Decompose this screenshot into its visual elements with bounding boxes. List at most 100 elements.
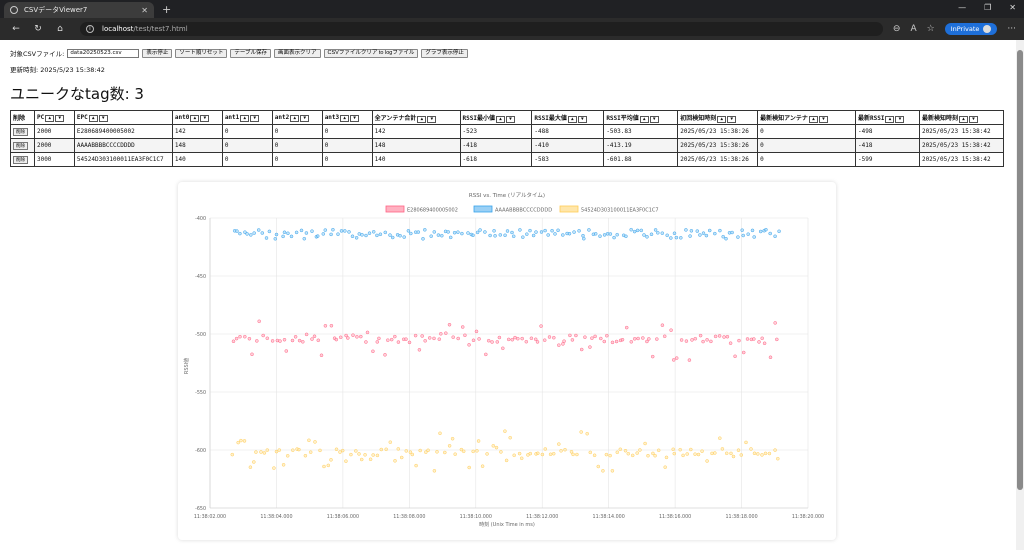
data-point <box>674 356 679 360</box>
table-cell: 2025/05/23 15:38:42 <box>918 124 1005 139</box>
scrollbar-thumb[interactable] <box>1017 50 1023 490</box>
data-point <box>393 459 397 463</box>
sort-asc-button[interactable]: ▲ <box>417 115 427 123</box>
table-cell: 0 <box>757 152 857 167</box>
sort-asc-button[interactable]: ▲ <box>190 114 200 122</box>
delete-row-button[interactable]: 削除 <box>13 155 28 164</box>
data-point <box>312 334 317 339</box>
favorite-icon[interactable]: ☆ <box>926 24 935 34</box>
table-cell: 2000 <box>33 124 75 139</box>
data-point <box>471 449 475 454</box>
data-point <box>588 450 593 455</box>
sort-desc-button[interactable]: ▼ <box>250 114 260 122</box>
reader-icon[interactable]: A <box>910 24 917 34</box>
data-point <box>618 447 623 452</box>
data-point <box>552 335 556 340</box>
refresh-icon[interactable]: ↻ <box>34 24 42 34</box>
sort-desc-button[interactable]: ▼ <box>505 115 515 123</box>
sort-asc-button[interactable]: ▲ <box>495 115 505 123</box>
sort-desc-button[interactable]: ▼ <box>968 115 978 123</box>
tab-title: CSVデータViewer7 <box>24 6 88 14</box>
sort-asc-button[interactable]: ▲ <box>885 115 895 123</box>
sort-asc-button[interactable]: ▲ <box>958 115 968 123</box>
sort-asc-button[interactable]: ▲ <box>88 114 98 122</box>
window-close-icon[interactable]: ✕ <box>1009 3 1016 12</box>
data-point <box>329 323 334 328</box>
clear-screen-button[interactable]: 画面表示クリア <box>274 48 321 58</box>
sort-desc-button[interactable]: ▼ <box>55 114 65 122</box>
data-point <box>282 230 287 235</box>
sort-desc-button[interactable]: ▼ <box>350 114 360 122</box>
data-point <box>365 330 370 335</box>
more-icon[interactable]: ··· <box>1007 24 1016 34</box>
save-table-button[interactable]: テーブル保存 <box>230 48 272 58</box>
sort-desc-button[interactable]: ▼ <box>895 115 905 123</box>
sort-desc-button[interactable]: ▼ <box>200 114 210 122</box>
sort-asc-button[interactable]: ▲ <box>290 114 300 122</box>
data-point <box>767 451 772 456</box>
data-point <box>238 334 242 339</box>
sort-desc-button[interactable]: ▼ <box>577 115 587 123</box>
reset-sort-button[interactable]: ソート順リセット <box>175 48 228 58</box>
sort-asc-button[interactable]: ▲ <box>45 114 55 122</box>
sort-desc-button[interactable]: ▼ <box>649 115 659 123</box>
column-header-label: 全アンテナ合計 <box>374 114 417 122</box>
home-icon[interactable]: ⌂ <box>57 24 63 34</box>
sort-asc-button[interactable]: ▲ <box>808 115 818 123</box>
sort-desc-button[interactable]: ▼ <box>727 115 737 123</box>
data-point <box>651 451 655 456</box>
data-point <box>351 333 355 337</box>
data-point <box>404 449 409 453</box>
data-point <box>238 231 242 236</box>
tag-table: 削除 PC ▲ ▼ EPC ▲ ▼ ant0 ▲ ▼ ant1 ▲ ▼ ant2 ▲ ▼ ant3 ▲ ▼ 全アンテナ… <box>10 110 1005 167</box>
restore-icon[interactable]: ❐ <box>984 3 992 12</box>
url-field[interactable]: i localhost /test/test7.html <box>80 22 883 36</box>
sort-asc-button[interactable]: ▲ <box>340 114 350 122</box>
file-input[interactable]: data20250523.csv <box>67 48 140 58</box>
table-cell: 142 <box>171 124 223 139</box>
table-cell: -601.88 <box>603 152 679 167</box>
browser-tab[interactable]: CSVデータViewer7 ✕ <box>4 2 154 18</box>
data-point <box>344 459 348 463</box>
data-point <box>528 451 533 456</box>
data-point <box>758 229 763 234</box>
sort-desc-button[interactable]: ▼ <box>818 115 828 123</box>
delete-row-button[interactable]: 削除 <box>13 141 28 150</box>
data-point <box>626 451 631 456</box>
data-point <box>255 339 259 343</box>
sort-asc-button[interactable]: ▲ <box>717 115 727 123</box>
new-tab-icon[interactable]: + <box>162 2 172 16</box>
sort-desc-button[interactable]: ▼ <box>427 115 437 123</box>
url-path: /test/test7.html <box>133 25 188 33</box>
data-point <box>461 449 466 454</box>
column-header-label: 削除 <box>13 115 26 122</box>
data-point <box>499 450 503 454</box>
minimize-icon[interactable]: — <box>958 3 967 12</box>
delete-row-button[interactable]: 削除 <box>13 127 28 136</box>
data-point <box>639 228 644 233</box>
data-point <box>265 336 270 341</box>
sort-asc-button[interactable]: ▲ <box>639 115 649 123</box>
stop-graph-button[interactable]: グラフ表示停止 <box>421 48 468 58</box>
stop-display-button[interactable]: 表示停止 <box>142 48 173 58</box>
table-row: 削除 2000 AAAABBBBCCCCDDDD 148 0 0 0 148 -418 -410-… <box>10 138 1005 153</box>
data-point <box>528 228 532 233</box>
back-icon[interactable]: ← <box>12 24 20 34</box>
y-tick-label: -400 <box>195 216 206 222</box>
zoom-icon[interactable]: ⊖ <box>892 24 901 34</box>
sort-desc-button[interactable]: ▼ <box>98 114 108 122</box>
data-point <box>725 334 730 339</box>
column-header: RSSI最大値 ▲ ▼ <box>531 110 605 125</box>
table-cell: 0 <box>321 124 373 139</box>
info-icon[interactable]: i <box>86 25 94 33</box>
close-tab-icon[interactable]: ✕ <box>141 5 148 15</box>
clear-csv-button[interactable]: CSVファイルクリア to logファイル <box>323 48 419 58</box>
sort-desc-button[interactable]: ▼ <box>300 114 310 122</box>
sort-asc-button[interactable]: ▲ <box>567 115 577 123</box>
data-point <box>582 236 586 241</box>
inprivate-badge[interactable]: InPrivate <box>944 23 998 35</box>
sort-asc-button[interactable]: ▲ <box>240 114 250 122</box>
data-point <box>733 354 737 359</box>
column-header-label: ant1 <box>224 113 240 121</box>
data-point <box>539 230 544 234</box>
